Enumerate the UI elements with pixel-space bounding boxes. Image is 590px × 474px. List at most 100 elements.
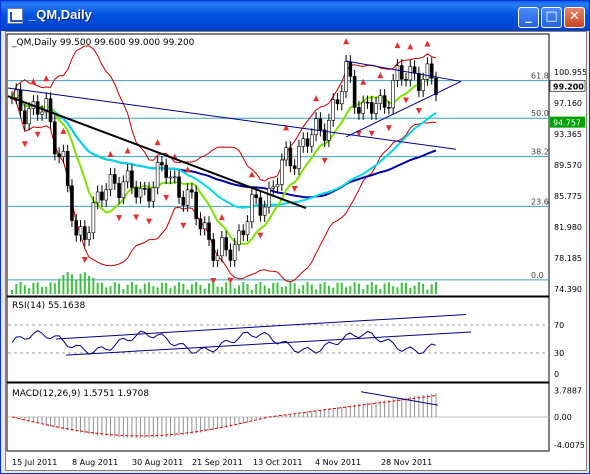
volume-bar — [336, 282, 339, 294]
volume-bar — [28, 288, 31, 294]
price-bar — [181, 197, 186, 206]
close-button[interactable]: ✕ — [564, 7, 585, 28]
price-bar — [292, 165, 297, 169]
price-tick-label: 85.775 — [554, 192, 582, 201]
volume-bar — [409, 287, 412, 294]
price-bar — [352, 76, 357, 108]
volume-bar — [302, 284, 305, 294]
fib-label: 50.0 — [531, 109, 549, 118]
price-bars — [10, 55, 438, 268]
price-bar — [365, 101, 370, 104]
ma-mid — [11, 92, 437, 209]
long-trend-line — [7, 87, 457, 150]
price-bar — [211, 239, 216, 261]
price-bar — [104, 189, 109, 201]
price-bar — [130, 170, 134, 188]
price-bar — [280, 159, 284, 185]
volume-bar — [40, 286, 43, 294]
price-bar — [185, 189, 190, 206]
price-bar — [190, 189, 194, 193]
price-bar — [250, 194, 254, 223]
volume-bar — [379, 289, 382, 294]
price-bar — [301, 138, 306, 147]
price-bar — [87, 232, 91, 240]
date-tick-label: 28 Nov 2011 — [381, 458, 432, 467]
volume-bar — [297, 288, 300, 294]
volume-bar — [229, 283, 232, 294]
main-panel-header: _QM,Daily 99.500 99.600 99.000 99.200 — [11, 38, 195, 48]
bollinger-lower — [11, 97, 437, 283]
price-bar — [382, 95, 387, 108]
price-bar — [224, 237, 228, 251]
fractal-down-marker — [291, 185, 298, 192]
volume-bar — [353, 282, 356, 294]
price-bar — [335, 99, 340, 105]
fractal-up-marker — [107, 151, 114, 158]
price-bar — [258, 197, 263, 216]
price-bar — [91, 202, 96, 234]
title-bar[interactable]: _QM,Daily _ □ ✕ — [1, 1, 589, 31]
price-bar — [151, 187, 156, 202]
fractal-up-marker — [154, 139, 161, 146]
trendlines[interactable] — [7, 60, 462, 209]
volume-bar — [122, 289, 125, 294]
price-bar — [48, 98, 53, 123]
date-tick-label: 30 Aug 2011 — [132, 458, 183, 467]
fractal-up-marker — [377, 72, 384, 79]
level-price-label: 94.757 — [553, 119, 581, 128]
price-bar — [74, 220, 79, 236]
wedge-lower-line — [345, 80, 462, 138]
chart-area[interactable]: 61.8 50.0 38.2 23.6 0.0 70 30 0 3.7887 0.00 -4.0… — [5, 31, 587, 471]
fractal-up-marker — [313, 95, 320, 102]
price-bar — [309, 134, 314, 147]
price-bar — [164, 164, 168, 178]
volume-bar — [195, 282, 198, 294]
minimize-button[interactable]: _ — [518, 7, 539, 28]
price-bar — [44, 98, 49, 113]
volume-bar — [19, 282, 22, 294]
fractal-up-marker — [184, 166, 191, 173]
volume-bar — [255, 284, 258, 294]
price-bar — [138, 188, 143, 198]
fib-label: 0.0 — [531, 271, 544, 280]
volume-bar — [220, 286, 223, 294]
fractal-down-marker — [146, 218, 153, 225]
macd-panel-header: MACD(12,26,9) 1.5751 1.9708 — [12, 389, 149, 399]
axis-labels: 100.955 97.160 93.365 89.570 85.775 81.980 78.… — [12, 68, 587, 467]
volume-bar — [113, 282, 116, 294]
volume-bar — [417, 282, 420, 294]
price-bar — [172, 176, 177, 179]
current-price-label: 99.200 — [553, 82, 584, 91]
chart-canvas[interactable]: 61.8 50.0 38.2 23.6 0.0 70 30 0 3.7887 0.00 -4.0… — [6, 32, 587, 470]
volume-bar — [92, 277, 95, 294]
volume-bar — [100, 282, 103, 294]
fractal-up-marker — [394, 42, 401, 49]
volume-bar — [45, 286, 48, 294]
volume-bar — [199, 285, 202, 294]
price-bar — [147, 188, 151, 202]
volume-bar — [173, 285, 176, 294]
volume-bar — [310, 284, 313, 294]
fractal-down-marker — [34, 131, 41, 138]
volume-bar — [280, 286, 283, 294]
fractal-down-marker — [116, 215, 123, 222]
fractal-down-marker — [210, 277, 217, 284]
price-bar — [425, 63, 430, 80]
volume-bar — [246, 284, 249, 294]
rsi-panel-frame — [6, 296, 550, 383]
price-bar — [339, 91, 344, 105]
volume-bar — [139, 289, 142, 294]
price-bar — [95, 191, 100, 204]
volume-bar — [387, 282, 390, 294]
price-bar — [421, 79, 425, 91]
price-bar — [387, 107, 391, 109]
maximize-button[interactable]: □ — [541, 7, 562, 28]
volume-bar — [126, 284, 129, 294]
macd-tick-label: -4.0075 — [554, 441, 585, 450]
price-bar — [297, 146, 301, 169]
price-bar — [70, 185, 74, 221]
price-bar — [142, 188, 147, 190]
volume-bar — [83, 272, 86, 294]
volume-bar — [362, 289, 365, 294]
